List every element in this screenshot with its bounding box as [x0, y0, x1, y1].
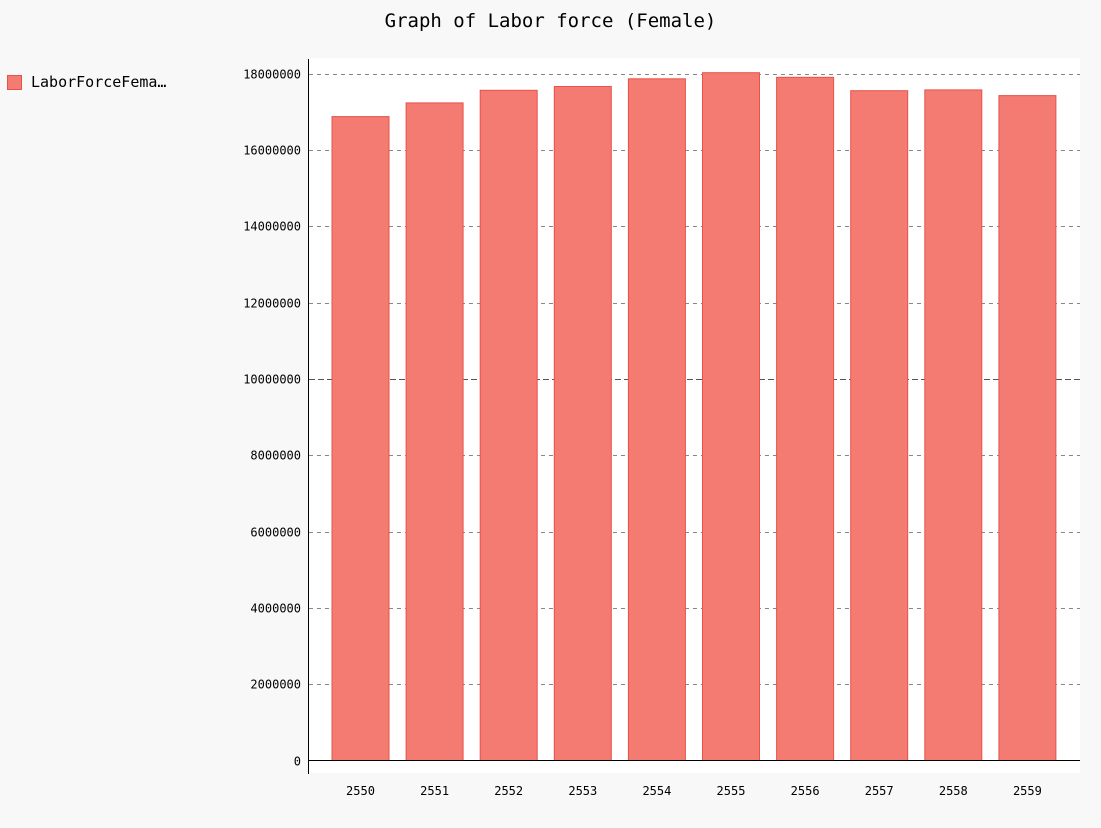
- y-tick-label: 12000000: [243, 297, 301, 311]
- y-tick-label: 14000000: [243, 220, 301, 234]
- y-tick-labels: 0 2000000 4000000 6000000 8000000 10000000 120…: [243, 68, 301, 769]
- bar[interactable]: [627, 78, 686, 762]
- bar[interactable]: [850, 90, 909, 761]
- x-tick-label: 2555: [717, 784, 746, 798]
- y-tick-label: 16000000: [243, 144, 301, 158]
- x-tick-label: 2550: [346, 784, 375, 798]
- x-tick-label: 2557: [865, 784, 894, 798]
- y-tick-label: 2000000: [250, 678, 301, 692]
- bars: [331, 72, 1057, 762]
- bar[interactable]: [776, 76, 835, 762]
- x-tick-label: 2556: [791, 784, 820, 798]
- bar[interactable]: [479, 89, 538, 762]
- y-tick-label: 6000000: [250, 526, 301, 540]
- legend-swatch: [7, 74, 22, 90]
- bar[interactable]: [998, 95, 1057, 762]
- bar[interactable]: [331, 116, 390, 762]
- x-tick-label: 2559: [1013, 784, 1042, 798]
- bar[interactable]: [553, 86, 612, 761]
- bar[interactable]: [702, 72, 760, 761]
- legend-label: LaborForceFema…: [31, 73, 167, 91]
- y-tick-label: 18000000: [243, 68, 301, 82]
- y-tick-label: 8000000: [250, 449, 301, 463]
- x-tick-labels: 2550 2551 2552 2553 2554 2555 2556 2557 2558 2559: [346, 784, 1042, 798]
- x-tick-label: 2558: [939, 784, 968, 798]
- y-tick-label: 10000000: [243, 373, 301, 387]
- y-tick-label: 0: [294, 755, 301, 769]
- bar[interactable]: [405, 102, 464, 761]
- x-tick-label: 2552: [494, 784, 523, 798]
- chart-title: Graph of Labor force (Female): [384, 10, 717, 32]
- x-tick-label: 2553: [568, 784, 597, 798]
- axes: [308, 59, 1080, 774]
- y-tick-label: 4000000: [250, 602, 301, 616]
- x-tick-label: 2551: [420, 784, 449, 798]
- legend[interactable]: LaborForceFema…: [7, 73, 166, 91]
- x-tick-label: 2554: [642, 784, 671, 798]
- bar[interactable]: [924, 89, 983, 761]
